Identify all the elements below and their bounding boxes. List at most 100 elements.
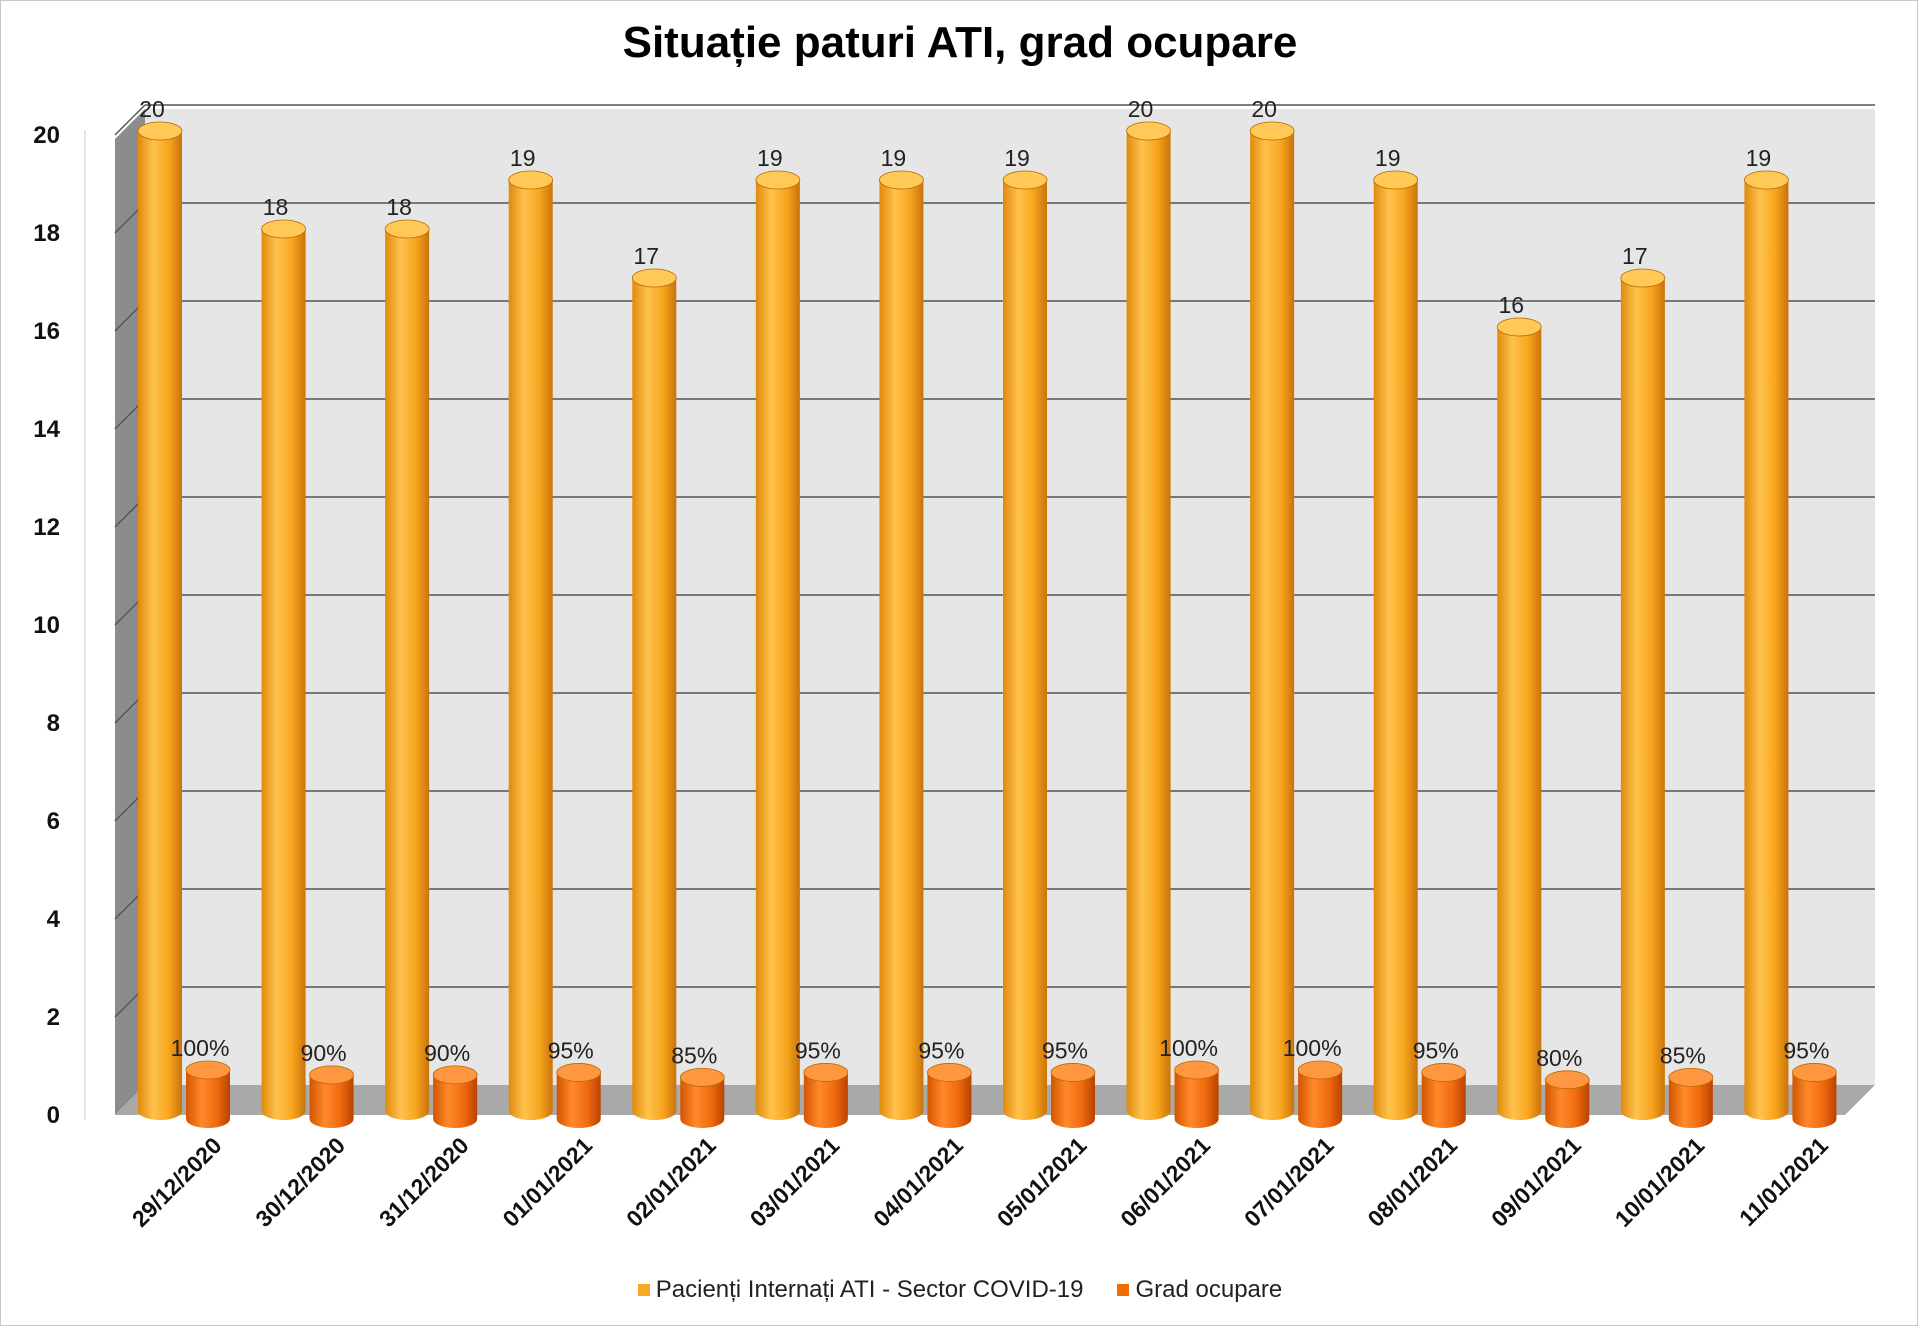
data-label-patients: 19 xyxy=(1375,145,1401,171)
bar-patients xyxy=(261,229,306,1120)
y-tick-label: 6 xyxy=(47,808,60,835)
y-tick-label: 2 xyxy=(47,1004,60,1031)
data-label-patients: 20 xyxy=(1251,96,1277,122)
legend-swatch-patients xyxy=(637,1284,650,1296)
data-label-patients: 19 xyxy=(1004,145,1030,171)
x-tick-label: 02/01/2021 xyxy=(621,1132,721,1232)
bar-patients xyxy=(138,131,182,1120)
bar-occupancy-top xyxy=(432,1065,478,1085)
x-tick-label: 01/01/2021 xyxy=(497,1132,597,1232)
bar-patients xyxy=(632,278,677,1120)
y-tick-label: 10 xyxy=(33,612,60,639)
bar-occupancy-top xyxy=(185,1060,231,1080)
bar-patients-top xyxy=(261,219,306,239)
bar-patients-top xyxy=(755,170,801,190)
bar-patients xyxy=(1250,131,1295,1120)
chart-title: Situație paturi ATI, grad ocupare xyxy=(622,18,1298,67)
bar-occupancy-top xyxy=(1297,1060,1343,1080)
x-tick-label: 31/12/2020 xyxy=(374,1132,474,1232)
x-tick-label: 07/01/2021 xyxy=(1239,1132,1339,1232)
bar-occupancy xyxy=(927,1072,972,1128)
data-label-occupancy: 100% xyxy=(171,1035,230,1061)
bar-patients xyxy=(755,180,800,1120)
x-tick-label: 11/01/2021 xyxy=(1734,1132,1833,1231)
bar-occupancy-top xyxy=(309,1065,354,1085)
y-tick-label: 20 xyxy=(33,122,60,149)
bar-patients-top xyxy=(1620,268,1666,288)
data-label-occupancy: 95% xyxy=(918,1037,964,1063)
data-label-patients: 18 xyxy=(263,194,289,220)
data-label-occupancy: 95% xyxy=(1783,1037,1829,1063)
bar-patients xyxy=(1497,327,1542,1120)
data-label-patients: 17 xyxy=(633,243,659,269)
bar-patients-top xyxy=(1373,170,1419,190)
bar-occupancy xyxy=(680,1077,725,1128)
data-label-occupancy: 95% xyxy=(1042,1037,1088,1063)
y-tick-label: 18 xyxy=(33,220,60,247)
bar-occupancy xyxy=(1792,1072,1837,1128)
bar-occupancy xyxy=(1545,1079,1590,1128)
bar-patients-top xyxy=(1744,170,1789,190)
data-label-patients: 19 xyxy=(757,145,783,171)
bar-patients-top xyxy=(1249,121,1295,141)
floor xyxy=(115,1085,1875,1115)
data-label-patients: 20 xyxy=(1128,96,1154,122)
plot-area: 0 2 4 6 8 10 12 14 16 18 20 20 100% 29/12/2020 18 90% 30… xyxy=(33,96,1875,1232)
bar-occupancy-top xyxy=(1050,1063,1096,1082)
bar-occupancy-top xyxy=(1174,1060,1219,1080)
bar-patients-top xyxy=(384,219,430,239)
bar-occupancy xyxy=(1051,1072,1095,1128)
y-tick-label: 0 xyxy=(47,1102,60,1129)
bar-patients-top xyxy=(1002,170,1048,190)
bar-patients xyxy=(1373,180,1418,1120)
side-wall xyxy=(115,109,145,1115)
x-tick-label: 09/01/2021 xyxy=(1486,1132,1586,1232)
bar-occupancy xyxy=(556,1072,601,1128)
y-tick-label: 8 xyxy=(47,710,60,737)
bar-occupancy-top xyxy=(556,1063,602,1082)
bar-patients-top xyxy=(1126,121,1171,141)
legend-label-occupancy: Grad ocupare xyxy=(1135,1276,1283,1303)
bar-occupancy xyxy=(309,1074,354,1128)
bar-occupancy xyxy=(1174,1070,1219,1128)
data-label-patients: 17 xyxy=(1622,243,1648,269)
gridline-side xyxy=(114,104,146,136)
data-label-occupancy: 95% xyxy=(1413,1037,1459,1063)
bar-occupancy-top xyxy=(927,1063,972,1082)
bar-patients xyxy=(1620,278,1665,1120)
bar-occupancy xyxy=(433,1074,478,1128)
y-tick-label: 12 xyxy=(33,514,60,541)
data-label-occupancy: 95% xyxy=(548,1037,594,1063)
data-label-occupancy: 100% xyxy=(1159,1035,1218,1061)
bar-patients-top xyxy=(508,170,554,190)
data-label-occupancy: 80% xyxy=(1536,1045,1582,1071)
x-tick-label: 30/12/2020 xyxy=(250,1132,350,1232)
data-label-patients: 18 xyxy=(386,194,412,220)
bar-occupancy xyxy=(803,1072,848,1128)
legend-item-patients: Pacienți Internați ATI - Sector COVID-19 xyxy=(637,1276,1084,1304)
x-tick-label: 29/12/2020 xyxy=(127,1132,227,1232)
bar-patients xyxy=(1744,180,1789,1120)
bar-patients xyxy=(879,180,924,1120)
data-label-occupancy: 85% xyxy=(671,1042,717,1068)
data-label-patients: 20 xyxy=(139,96,165,122)
bar-patients xyxy=(385,229,430,1120)
bar-patients-top xyxy=(137,121,183,141)
bar-occupancy-top xyxy=(1421,1063,1467,1082)
bar-occupancy-top xyxy=(803,1063,849,1082)
data-label-patients: 19 xyxy=(881,145,907,171)
bar-occupancy xyxy=(1421,1072,1466,1128)
bar-occupancy xyxy=(1298,1070,1343,1128)
bar-patients-top xyxy=(1496,317,1542,337)
data-label-patients: 19 xyxy=(1746,145,1772,171)
data-label-patients: 19 xyxy=(510,145,536,171)
bar-occupancy-top xyxy=(1544,1070,1590,1090)
data-label-occupancy: 100% xyxy=(1283,1035,1342,1061)
x-tick-label: 08/01/2021 xyxy=(1362,1132,1462,1232)
bar-patients xyxy=(508,180,553,1120)
x-tick-label: 03/01/2021 xyxy=(745,1132,845,1232)
bar-occupancy-top xyxy=(1668,1067,1714,1087)
bar-occupancy-top xyxy=(679,1067,725,1087)
legend-label-patients: Pacienți Internați ATI - Sector COVID-19 xyxy=(655,1276,1084,1303)
